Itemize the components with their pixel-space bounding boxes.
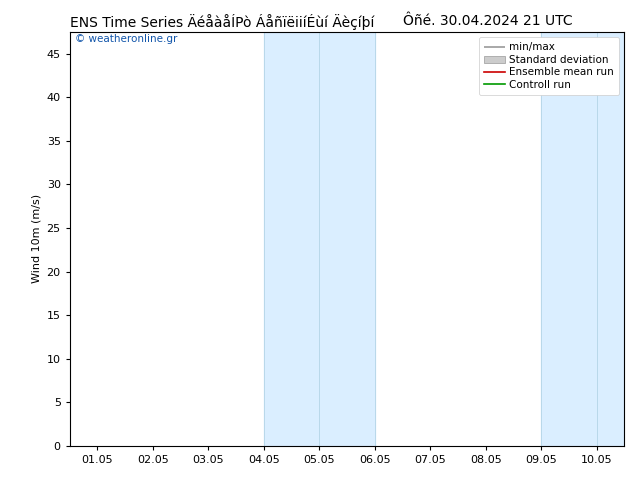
Text: ENS Time Series ÄéåàåÍPò ÁåñïëiiíÉùí Äèçíþí: ENS Time Series ÄéåàåÍPò ÁåñïëiiíÉùí Äèç… (70, 14, 374, 30)
Text: Ôñé. 30.04.2024 21 UTC: Ôñé. 30.04.2024 21 UTC (403, 14, 573, 28)
Bar (320, 32, 375, 446)
Legend: min/max, Standard deviation, Ensemble mean run, Controll run: min/max, Standard deviation, Ensemble me… (479, 37, 619, 95)
Bar (264, 32, 320, 446)
Bar (597, 32, 634, 446)
Text: © weatheronline.gr: © weatheronline.gr (75, 34, 178, 44)
Bar (541, 32, 597, 446)
Y-axis label: Wind 10m (m/s): Wind 10m (m/s) (31, 195, 41, 283)
